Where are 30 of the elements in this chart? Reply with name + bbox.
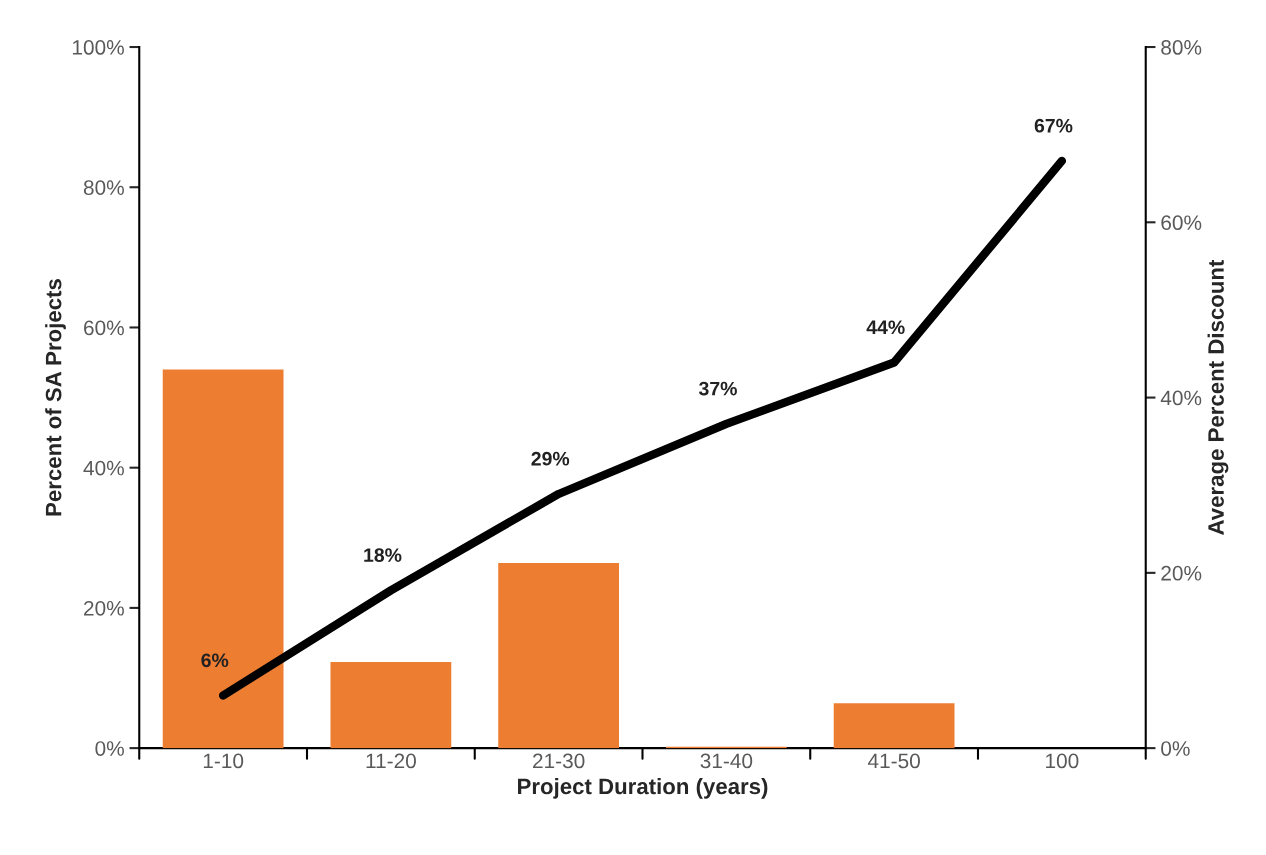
x-tick-label: 100 — [1046, 753, 1079, 769]
x-axis-title: Project Duration (years) — [518, 777, 768, 799]
y2-tick-label: 40% — [1160, 390, 1202, 406]
bar — [498, 563, 620, 749]
y-tick-label: 80% — [83, 180, 124, 195]
data-label: 44% — [866, 320, 905, 335]
y-tick-label: 60% — [84, 320, 124, 336]
x-tick-label: 41-50 — [867, 753, 920, 769]
x-tick-label: 21-30 — [533, 753, 585, 769]
data-label: 67% — [1034, 118, 1073, 133]
x-tick-label: 11-20 — [366, 753, 416, 769]
y-tick-label: 40% — [83, 460, 124, 476]
y-tick-label: 0% — [95, 741, 124, 756]
data-label: 37% — [698, 381, 737, 396]
data-label: 6% — [201, 653, 229, 668]
y-tick-label: 20% — [84, 600, 124, 616]
y2-axis-title: Average Percent Discount — [1207, 259, 1229, 535]
bar — [162, 369, 284, 749]
y-tick-label: 100% — [72, 40, 124, 55]
x-tick-label: 1-10 — [203, 753, 244, 769]
y-axis-title: Percent of SA Projects — [45, 279, 66, 516]
bar — [833, 703, 955, 749]
y2-tick-label: 80% — [1161, 40, 1202, 55]
y2-tick-label: 20% — [1161, 565, 1202, 581]
y2-tick-label: 0% — [1161, 741, 1190, 756]
bar — [330, 661, 452, 749]
x-tick-label: 31-40 — [700, 753, 753, 769]
data-label: 18% — [364, 548, 402, 562]
data-label: 29% — [531, 451, 570, 466]
y2-tick-label: 60% — [1161, 215, 1202, 231]
